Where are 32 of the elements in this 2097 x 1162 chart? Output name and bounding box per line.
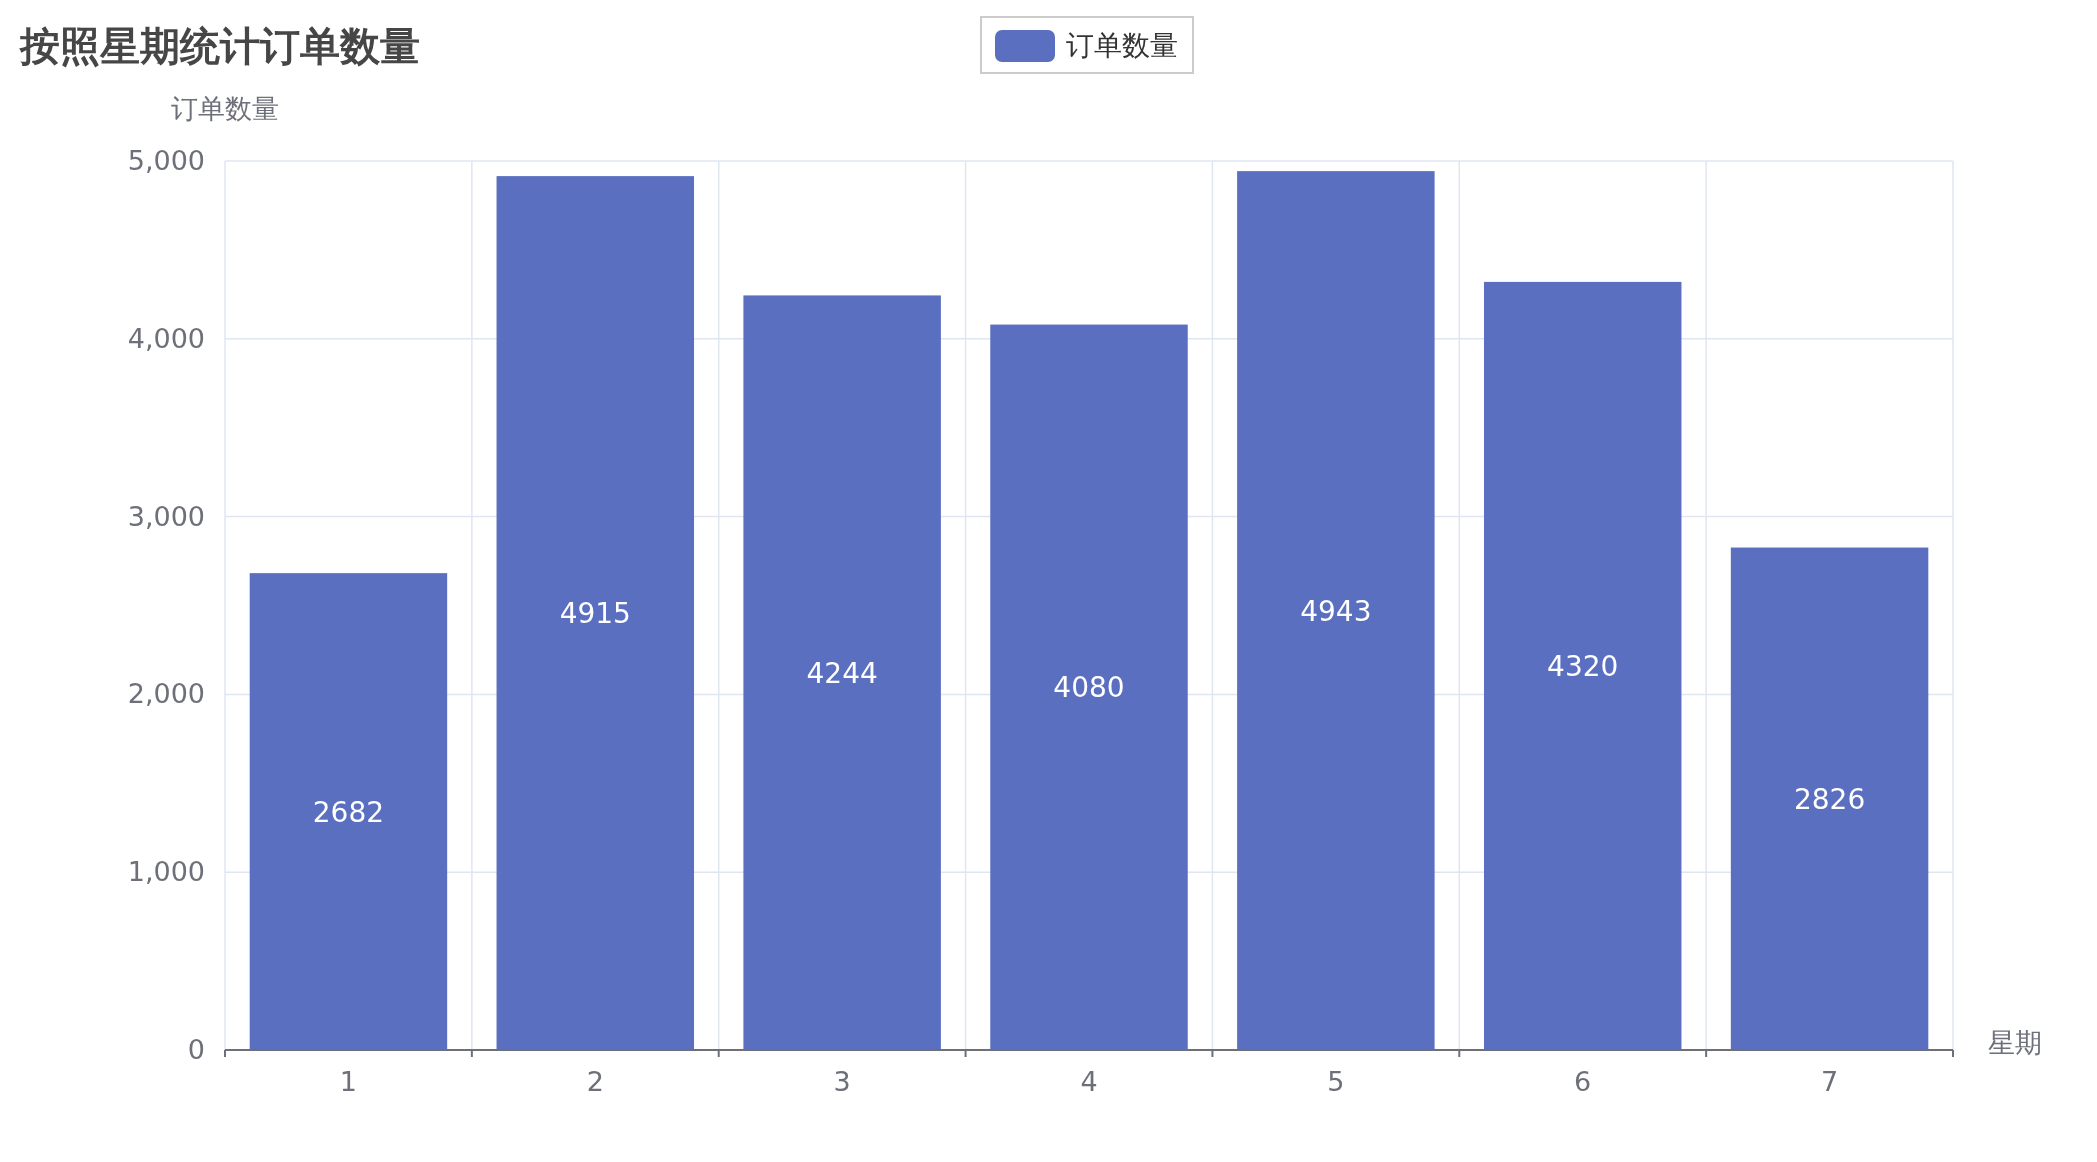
bar [1730,547,1929,1050]
y-tick-label: 4,000 [127,322,205,354]
legend-label: 订单数量 [1066,29,1178,62]
data-label: 2682 [312,795,385,829]
y-tick-label: 5,000 [127,145,205,176]
y-tick-label: 2,000 [127,678,205,710]
x-tick-label: 6 [1574,1066,1592,1097]
y-tick-label: 3,000 [127,500,205,532]
bar [1483,281,1682,1050]
x-tick-label: 1 [339,1066,358,1097]
bar [496,176,695,1050]
bar [249,573,448,1050]
bar [743,295,941,1050]
legend: 订单数量 [980,16,1194,74]
x-axis-title: 星期 [1988,1027,2042,1058]
y-axis-title: 订单数量 [171,93,279,124]
bar [990,324,1188,1050]
x-tick-label: 3 [833,1066,851,1097]
x-tick-label: 2 [586,1066,604,1097]
data-label: 4943 [1300,594,1372,628]
data-label: 4915 [559,597,631,631]
data-label: 4244 [806,656,878,690]
data-label: 4320 [1547,649,1619,683]
data-label: 4080 [1053,671,1125,705]
x-tick-label: 7 [1820,1066,1839,1097]
y-tick-label: 0 [187,1034,205,1065]
chart-title: 按照星期统计订单数量 [19,23,420,69]
x-tick-label: 5 [1327,1066,1345,1097]
data-label: 2826 [1793,782,1866,816]
bar [1237,171,1435,1050]
x-tick-label: 4 [1080,1066,1098,1097]
y-tick-label: 1,000 [127,856,205,888]
